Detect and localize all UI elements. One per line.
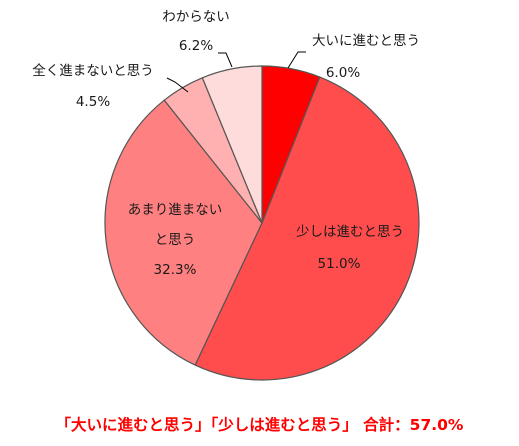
slice-2-label-line1: あまり進まない bbox=[128, 202, 223, 218]
slice-1-value: 51.0% bbox=[318, 256, 361, 272]
leader-line-slice-0 bbox=[287, 51, 306, 69]
pie-slice-2 bbox=[104, 99, 263, 366]
slice-3-value: 4.5% bbox=[76, 94, 110, 110]
slice-4-label: わからない bbox=[162, 9, 230, 25]
summary-total: 「大いに進むと思う」「少しは進むと思う」 合計：57.0% bbox=[55, 416, 464, 434]
slice-0-value: 6.0% bbox=[326, 65, 360, 81]
leader-lines bbox=[166, 51, 306, 93]
slice-labels: 大いに進むと思う 6.0% 少しは進むと思う 51.0% あまり進まない と思う… bbox=[32, 9, 420, 278]
leader-line-slice-3 bbox=[166, 77, 189, 93]
slice-2-label-line2: と思う bbox=[155, 232, 196, 248]
pie-slices bbox=[104, 65, 420, 381]
slice-0-label: 大いに進むと思う bbox=[312, 33, 420, 49]
slice-2-value: 32.3% bbox=[154, 262, 197, 278]
leader-line-slice-4 bbox=[218, 52, 233, 68]
slice-3-label: 全く進まないと思う bbox=[32, 62, 154, 79]
pie-slice-1 bbox=[194, 76, 420, 381]
slice-4-value: 6.2% bbox=[179, 38, 213, 54]
slice-1-label: 少しは進むと思う bbox=[296, 224, 404, 240]
pie-slice-4 bbox=[201, 65, 263, 224]
